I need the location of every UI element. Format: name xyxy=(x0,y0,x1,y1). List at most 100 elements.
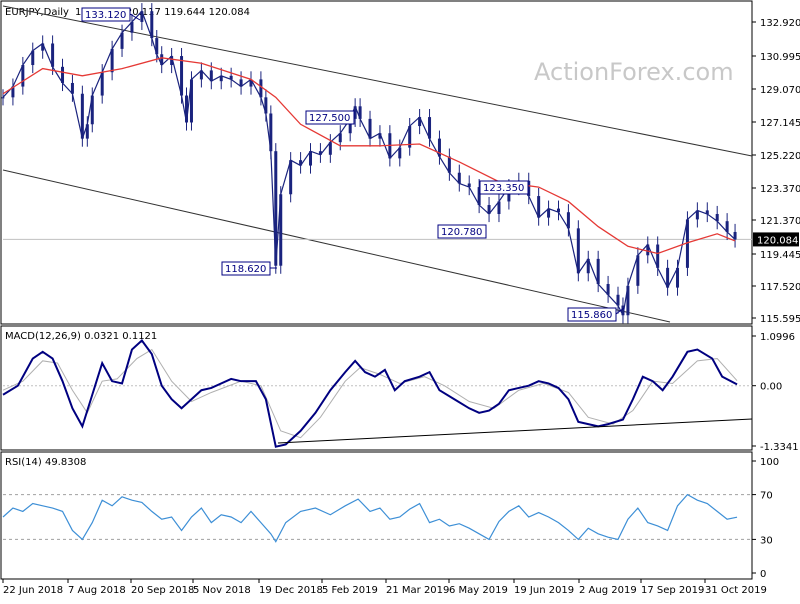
macd-axis-tick-label: 1.0996 xyxy=(760,332,795,343)
price-candle-body xyxy=(368,118,372,139)
price-candle-body xyxy=(21,65,25,87)
macd-layer: MACD(12,26,9) 0.0321 0.1121 xyxy=(2,331,753,448)
price-axis-tick-label: 121.370 xyxy=(760,216,800,227)
price-candle-body xyxy=(353,106,357,119)
price-axis-tick-label: 127.145 xyxy=(760,118,800,129)
date-axis-tick-label: 5 Feb 2019 xyxy=(322,585,378,596)
price-candle-body xyxy=(80,93,84,139)
date-axis-tick-label: 21 Mar 2019 xyxy=(386,585,449,596)
price-candle-body xyxy=(715,214,719,222)
price-candle-body xyxy=(289,160,293,195)
date-axis-tick-label: 6 May 2019 xyxy=(449,585,508,596)
macd-title: MACD(12,26,9) 0.0321 0.1121 xyxy=(5,331,157,342)
rsi-axis-tick-label: 100 xyxy=(760,457,779,468)
price-candle-body xyxy=(90,95,94,125)
price-candle-body xyxy=(120,32,124,49)
channel-upper-line xyxy=(2,5,753,157)
price-candle-body xyxy=(209,70,213,82)
price-candle-body xyxy=(457,172,461,184)
price-candle-body xyxy=(199,70,203,80)
price-candle-body xyxy=(733,231,737,240)
channel-lower-line xyxy=(2,169,671,323)
annotation-connector xyxy=(615,307,625,315)
price-candle-body xyxy=(566,212,570,229)
price-axis-tick-label: 130.995 xyxy=(760,52,800,63)
last-price-label: 120.084 xyxy=(757,235,798,246)
price-axis-tick-label: 115.595 xyxy=(760,314,800,325)
price-candle-body xyxy=(51,43,55,67)
price-candle-body xyxy=(269,113,273,152)
price-annotation-box xyxy=(479,180,529,195)
price-candle-body xyxy=(537,196,541,218)
price-candle-body xyxy=(656,244,660,268)
price-candle-body xyxy=(85,124,89,139)
price-candle-body xyxy=(358,106,362,119)
rsi-title: RSI(14) 49.8308 xyxy=(5,457,86,468)
price-candle-body xyxy=(676,267,680,288)
price-candle-body xyxy=(348,118,352,134)
price-candle-body xyxy=(428,117,432,139)
price-axis-tick-label: 123.370 xyxy=(760,184,800,195)
price-candle-body xyxy=(110,48,114,73)
rsi-axis-tick-label: 0 xyxy=(760,569,766,580)
date-axis-tick-label: 5 Nov 2018 xyxy=(193,585,251,596)
price-candle-body xyxy=(170,56,174,66)
price-candle-body xyxy=(646,244,650,256)
date-axis-tick-label: 31 Oct 2019 xyxy=(705,585,767,596)
price-candle-body xyxy=(685,219,689,268)
price-candle-body xyxy=(576,228,580,274)
price-candle-body xyxy=(299,160,303,166)
rsi-layer: RSI(14) 49.8308 xyxy=(2,457,752,543)
price-candle-body xyxy=(695,210,699,220)
price-candle-body xyxy=(497,201,501,215)
price-annotation-box xyxy=(305,110,355,125)
price-layer: 133.120 127.500 123.350 120.780 118.620 115.8… xyxy=(1,3,753,324)
price-annotation-label: 115.860 xyxy=(571,310,612,321)
price-candle-body xyxy=(596,258,600,285)
price-candle-body xyxy=(437,138,441,157)
macd-axis-tick-label: 0.00 xyxy=(760,382,782,393)
price-candle-body xyxy=(338,133,342,143)
price-candle-body xyxy=(61,66,65,83)
price-candle-body xyxy=(705,210,709,215)
price-candle-body xyxy=(447,156,451,173)
price-candle-body xyxy=(527,180,531,197)
price-axis-tick-label: 125.220 xyxy=(760,151,800,162)
macd-line xyxy=(2,339,738,448)
price-candle-body xyxy=(155,38,159,55)
price-candle-body xyxy=(318,151,322,155)
price-annotation-box xyxy=(567,307,617,322)
rsi-axis-tick-label: 70 xyxy=(760,491,773,502)
price-candle-body xyxy=(309,151,313,166)
price-candle-body xyxy=(259,79,263,98)
price-candle-body xyxy=(408,126,412,148)
watermark: ActionForex.com xyxy=(534,58,734,86)
date-axis-tick-label: 22 Jun 2018 xyxy=(3,585,63,596)
price-candle-body xyxy=(130,21,134,33)
macd-trendline xyxy=(277,418,753,444)
price-candle-body xyxy=(249,79,253,87)
price-candle-body xyxy=(11,86,15,98)
price-candle-body xyxy=(264,97,268,114)
price-axis-tick-label: 129.070 xyxy=(760,85,800,96)
price-candle-body xyxy=(586,258,590,274)
price-axis-tick-label: 119.445 xyxy=(760,250,800,261)
price-candle-body xyxy=(140,11,144,22)
price-candle-body xyxy=(418,117,422,127)
price-candle-body xyxy=(621,305,625,316)
price-annotation-label: 123.350 xyxy=(483,183,524,194)
annotation-connector xyxy=(129,13,141,21)
price-annotation-label: 118.620 xyxy=(225,264,266,275)
price-candle-body xyxy=(477,187,481,206)
price-annotation-box xyxy=(437,224,487,239)
price-candle-body xyxy=(636,255,640,286)
macd-pane xyxy=(0,325,753,451)
rsi-axis-tick-label: 30 xyxy=(760,535,773,546)
price-candle-body xyxy=(31,50,35,66)
price-annotation-label: 127.500 xyxy=(309,113,350,124)
date-axis-tick-label: 17 Sep 2019 xyxy=(641,585,704,596)
price-candle-body xyxy=(274,151,278,266)
price-candle-body xyxy=(150,11,154,39)
last-price-badge xyxy=(753,232,799,247)
